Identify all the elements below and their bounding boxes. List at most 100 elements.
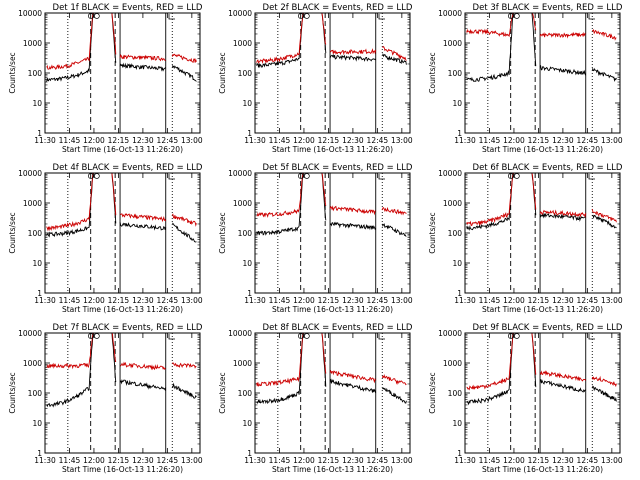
x-tick-label: 11:30 — [454, 136, 476, 145]
panel-title: Det 8f BLACK = Events, RED = LLD — [263, 323, 413, 333]
x-tick-label: 12:15 — [108, 456, 130, 465]
panel-title: Det 4f BLACK = Events, RED = LLD — [53, 163, 203, 173]
series-line — [591, 375, 617, 388]
y-tick-label: 10000 — [228, 169, 252, 178]
y-tick-label: 10 — [452, 99, 462, 108]
series-line — [592, 214, 617, 229]
y-tick-label: 100 — [238, 389, 253, 398]
x-tick-label: 13:00 — [601, 136, 623, 145]
y-tick-label: 1000 — [23, 359, 42, 368]
series-line — [119, 213, 167, 223]
y-tick-label: 10000 — [18, 9, 42, 18]
series-line — [171, 362, 197, 369]
y-tick-label: 10 — [32, 259, 42, 268]
y-tick-label: 1000 — [233, 39, 252, 48]
x-tick-label: 11:30 — [34, 456, 56, 465]
y-tick-label: 1 — [457, 289, 462, 298]
series-line — [119, 62, 166, 72]
x-tick-label: 12:45 — [157, 296, 179, 305]
y-tick-label: 1000 — [443, 199, 462, 208]
x-tick-label: 12:00 — [293, 296, 315, 305]
series-line — [46, 172, 117, 232]
x-tick-label: 12:00 — [83, 456, 105, 465]
panel-title: Det 2f BLACK = Events, RED = LLD — [263, 3, 413, 13]
x-axis-label: Start Time (16-Oct-13 11:26:20) — [482, 145, 603, 154]
series-line — [46, 12, 117, 70]
panel-title: Det 1f BLACK = Events, RED = LLD — [53, 3, 203, 13]
y-axis-label: Counts/sec — [428, 212, 437, 253]
x-tick-label: 12:15 — [318, 456, 340, 465]
y-tick-label: 10000 — [438, 169, 462, 178]
x-tick-label: 11:45 — [269, 456, 291, 465]
x-tick-label: 12:30 — [552, 456, 574, 465]
x-axis-label: Start Time (16-Oct-13 11:26:20) — [482, 465, 603, 474]
y-tick-label: 1 — [457, 129, 462, 138]
series-line — [119, 54, 166, 62]
series-line — [171, 213, 197, 227]
x-tick-label: 12:00 — [83, 296, 105, 305]
x-tick-label: 12:15 — [108, 296, 130, 305]
y-tick-label: 1000 — [23, 39, 42, 48]
x-tick-label: 12:00 — [503, 456, 525, 465]
y-axis-label: Counts/sec — [428, 372, 437, 413]
x-tick-label: 12:15 — [528, 136, 550, 145]
plot-frame — [464, 332, 621, 454]
y-tick-label: 10 — [32, 419, 42, 428]
x-tick-label: 12:15 — [528, 296, 550, 305]
y-tick-label: 100 — [448, 69, 463, 78]
x-tick-label: 12:30 — [342, 296, 364, 305]
series-line — [329, 53, 377, 62]
series-line — [466, 12, 537, 38]
panel-title: Det 6f BLACK = Events, RED = LLD — [473, 163, 623, 173]
attenuator-marker — [93, 173, 100, 179]
panel-title: Det 5f BLACK = Events, RED = LLD — [263, 163, 413, 173]
y-axis-label: Counts/sec — [218, 52, 227, 93]
series-line — [256, 12, 327, 69]
attenuator-marker — [303, 13, 310, 19]
x-tick-label: 11:45 — [59, 296, 81, 305]
y-tick-label: 100 — [448, 389, 463, 398]
x-tick-label: 12:30 — [342, 456, 364, 465]
x-tick-label: 11:45 — [269, 296, 291, 305]
x-tick-label: 12:30 — [342, 136, 364, 145]
y-tick-label: 100 — [238, 229, 253, 238]
x-tick-label: 11:45 — [59, 456, 81, 465]
x-tick-label: 11:45 — [269, 136, 291, 145]
series-line — [539, 64, 587, 76]
series-line — [329, 48, 377, 56]
plot-frame — [254, 12, 411, 134]
series-line — [256, 332, 327, 405]
series-line — [119, 361, 166, 371]
y-axis-label: Counts/sec — [8, 372, 17, 413]
x-tick-label: 12:45 — [157, 456, 179, 465]
plot-frame — [464, 172, 621, 294]
series-line — [540, 379, 586, 393]
series-line — [119, 222, 167, 231]
series-line — [466, 172, 537, 231]
series-line — [171, 382, 197, 399]
detector-panel: Det 9f BLACK = Events, RED = LLD Counts/s… — [428, 323, 623, 474]
series-line — [591, 28, 617, 41]
series-line — [539, 31, 586, 39]
x-axis-label: Start Time (16-Oct-13 11:26:20) — [482, 305, 603, 314]
attenuator-marker — [513, 173, 520, 179]
detector-panel: Det 4f BLACK = Events, RED = LLD Counts/s… — [8, 163, 203, 314]
series-line — [591, 67, 617, 83]
y-axis-label: Counts/sec — [428, 52, 437, 93]
y-tick-label: 100 — [238, 69, 253, 78]
detector-panel: Det 3f BLACK = Events, RED = LLD Counts/s… — [428, 3, 623, 154]
series-line — [329, 205, 376, 216]
x-axis-label: Start Time (16-Oct-13 11:26:20) — [62, 465, 183, 474]
detector-panel: Det 1f BLACK = Events, RED = LLD Counts/s… — [8, 3, 203, 154]
y-tick-label: 1000 — [443, 359, 462, 368]
series-line — [329, 378, 377, 394]
x-tick-label: 12:15 — [528, 456, 550, 465]
series-line — [382, 387, 407, 404]
series-line — [329, 221, 377, 231]
attenuator-marker — [93, 333, 100, 339]
series-line — [381, 374, 407, 386]
x-tick-label: 11:30 — [34, 296, 56, 305]
detector-panel: Det 6f BLACK = Events, RED = LLD Counts/s… — [428, 163, 623, 314]
x-tick-label: 12:45 — [367, 136, 389, 145]
x-tick-label: 11:45 — [59, 136, 81, 145]
